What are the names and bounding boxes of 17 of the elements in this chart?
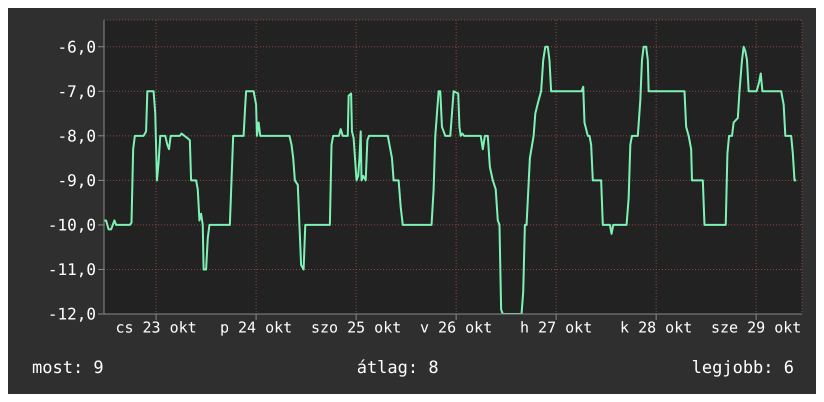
y-tick-label: -10,0 <box>48 216 96 235</box>
y-tick-label: -12,0 <box>48 304 96 324</box>
x-tick-label: sze 29 okt <box>711 318 802 337</box>
x-tick-label: v 26 okt <box>420 318 492 337</box>
x-tick-label: h 27 okt <box>520 318 592 337</box>
x-tick-label: p 24 okt <box>220 318 292 337</box>
y-tick-label: -11,0 <box>48 260 96 280</box>
x-tick-label: cs 23 okt <box>115 318 197 337</box>
y-tick-label: -8,0 <box>57 126 96 146</box>
text: most: 9 <box>32 358 104 378</box>
text: átlag: 8 <box>356 358 439 378</box>
x-tick-label: k 28 okt <box>620 318 692 337</box>
y-tick-label: -7,0 <box>57 82 96 101</box>
y-tick-label: -6,0 <box>57 37 96 56</box>
y-tick-label: -9,0 <box>57 171 96 190</box>
text: legjobb: 6 <box>692 358 794 378</box>
x-tick-label: szo 25 okt <box>310 318 402 337</box>
